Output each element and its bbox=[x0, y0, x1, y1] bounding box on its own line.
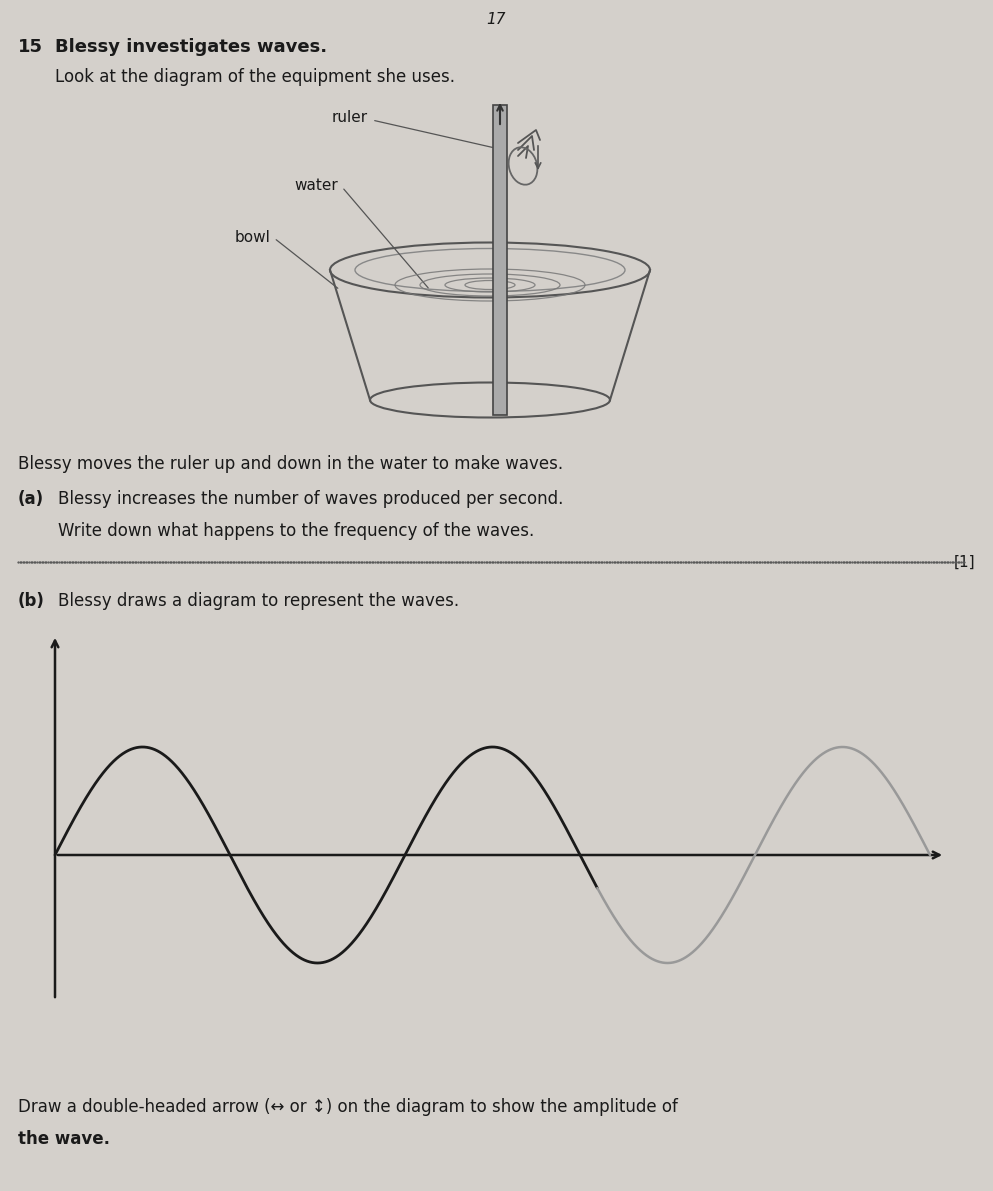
Text: 17: 17 bbox=[487, 12, 505, 27]
Text: (a): (a) bbox=[18, 490, 44, 509]
Text: Blessy draws a diagram to represent the waves.: Blessy draws a diagram to represent the … bbox=[58, 592, 459, 610]
Text: Look at the diagram of the equipment she uses.: Look at the diagram of the equipment she… bbox=[55, 68, 455, 86]
Text: Blessy moves the ruler up and down in the water to make waves.: Blessy moves the ruler up and down in th… bbox=[18, 455, 563, 473]
Text: the wave.: the wave. bbox=[18, 1130, 110, 1148]
Text: water: water bbox=[294, 177, 338, 193]
Text: Blessy increases the number of waves produced per second.: Blessy increases the number of waves pro… bbox=[58, 490, 563, 509]
Text: ruler: ruler bbox=[332, 111, 368, 125]
Text: [1]: [1] bbox=[953, 555, 975, 570]
Text: Draw a double-headed arrow (↔ or ↕) on the diagram to show the amplitude of: Draw a double-headed arrow (↔ or ↕) on t… bbox=[18, 1098, 678, 1116]
Text: Write down what happens to the frequency of the waves.: Write down what happens to the frequency… bbox=[58, 522, 534, 540]
Text: 15: 15 bbox=[18, 38, 43, 56]
Bar bbox=[493, 105, 507, 414]
Text: Blessy investigates waves.: Blessy investigates waves. bbox=[55, 38, 327, 56]
Text: (b): (b) bbox=[18, 592, 45, 610]
Text: bowl: bowl bbox=[234, 231, 270, 245]
